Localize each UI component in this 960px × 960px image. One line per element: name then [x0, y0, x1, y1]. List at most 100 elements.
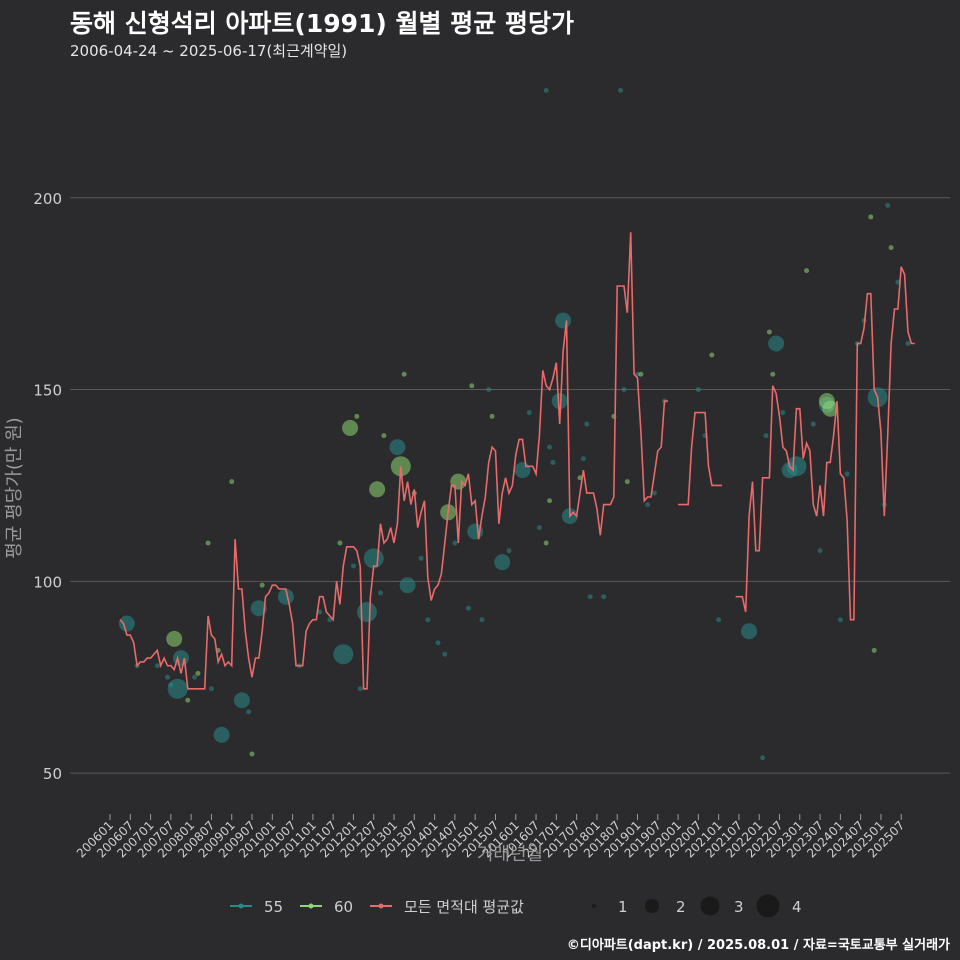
average-line-segment: [735, 266, 915, 621]
legend-size-label: 4: [792, 898, 802, 916]
data-point-55: [350, 563, 356, 569]
data-point-55: [418, 555, 424, 561]
data-point-55: [442, 651, 448, 657]
data-point-55: [378, 590, 384, 596]
data-point-60: [822, 400, 839, 417]
data-point-55: [587, 594, 593, 600]
data-point-55: [645, 502, 651, 508]
data-point-55: [486, 387, 492, 393]
data-point-55: [780, 410, 786, 416]
data-point-60: [342, 419, 359, 436]
average-line-segment: [678, 411, 722, 506]
data-point-55: [425, 617, 431, 623]
data-point-55: [695, 387, 701, 393]
legend-swatch-dot: [308, 903, 314, 909]
legend-size-dot: [700, 896, 720, 916]
data-point-55: [506, 548, 512, 554]
data-point-55: [526, 410, 532, 416]
legend-size-dot: [756, 894, 780, 918]
legend: 55 60 모든 면적대 평균값 1 2 3 4: [230, 894, 802, 918]
data-point-55: [333, 644, 354, 665]
data-point-60: [229, 479, 235, 485]
average-line-segment: [119, 232, 668, 690]
data-point-60: [770, 371, 776, 377]
data-point-60: [249, 751, 255, 757]
data-point-55: [786, 456, 807, 477]
data-point-55: [817, 548, 823, 554]
data-point-55: [651, 490, 657, 496]
data-point-60: [638, 371, 644, 377]
data-point-55: [905, 341, 911, 347]
data-point-55: [536, 525, 542, 531]
data-point-60: [337, 540, 343, 546]
legend-label: 55: [264, 898, 283, 916]
data-point-55: [555, 312, 572, 329]
data-point-55: [357, 686, 363, 692]
data-point-55: [213, 726, 230, 743]
data-point-55: [192, 674, 198, 680]
legend-swatch-dot: [238, 903, 244, 909]
x-axis-label: 거래년월: [477, 844, 543, 865]
data-point-60: [469, 383, 475, 389]
data-point-55: [550, 459, 556, 465]
data-point-55: [760, 755, 766, 761]
legend-size-label: 2: [676, 898, 686, 916]
data-point-55: [543, 87, 549, 93]
data-point-60: [185, 697, 191, 703]
data-point-60: [547, 498, 553, 504]
data-point-55: [547, 444, 553, 450]
data-point-60: [804, 268, 810, 274]
data-point-55: [317, 609, 323, 615]
data-point-60: [381, 433, 387, 439]
data-point-60: [369, 481, 386, 498]
chart-subtitle: 2006-04-24 ~ 2025-06-17(최근계약일): [70, 42, 348, 60]
data-point-55: [356, 602, 377, 623]
series-60-points: [166, 214, 894, 757]
data-point-55: [584, 421, 590, 427]
data-point-60: [195, 670, 201, 676]
legend-size-label: 1: [618, 898, 628, 916]
data-point-60: [543, 540, 549, 546]
data-point-55: [810, 421, 816, 427]
data-point-55: [494, 554, 511, 571]
data-point-60: [888, 245, 894, 251]
legend-size-dot: [645, 899, 659, 913]
data-point-55: [233, 692, 250, 709]
legend-size-label: 3: [734, 898, 744, 916]
data-point-60: [401, 371, 407, 377]
data-point-60: [354, 413, 360, 419]
data-point-55: [118, 615, 135, 632]
data-point-60: [766, 329, 772, 335]
data-point-55: [250, 600, 267, 617]
data-point-55: [154, 663, 160, 669]
data-point-60: [624, 479, 630, 485]
data-point-55: [246, 709, 252, 715]
legend-swatch-dot: [378, 903, 384, 909]
data-point-55: [844, 471, 850, 477]
data-point-55: [601, 594, 607, 600]
chart-title: 동해 신형석리 아파트(1991) 월별 평균 평당가: [70, 9, 574, 38]
y-tick-label: 200: [33, 190, 62, 208]
data-point-55: [621, 387, 627, 393]
y-tick-label: 50: [43, 765, 62, 783]
data-point-55: [885, 202, 891, 208]
data-point-60: [489, 413, 495, 419]
y-axis-label: 평균 평당가(만 원): [4, 417, 25, 558]
data-point-55: [741, 623, 758, 640]
data-point-55: [277, 588, 294, 605]
data-point-60: [871, 647, 877, 653]
grid-lines: [70, 197, 950, 774]
y-tick-label: 100: [33, 573, 62, 591]
data-point-55: [164, 674, 170, 680]
legend-size-dot: [592, 904, 596, 908]
legend-label: 60: [334, 898, 353, 916]
data-point-55: [837, 617, 843, 623]
data-point-60: [577, 475, 583, 481]
data-point-60: [709, 352, 715, 358]
data-point-55: [465, 605, 471, 611]
y-tick-labels: 50 100 150 200: [33, 190, 62, 783]
data-point-60: [868, 214, 874, 220]
data-point-60: [205, 540, 211, 546]
data-point-55: [763, 433, 769, 439]
